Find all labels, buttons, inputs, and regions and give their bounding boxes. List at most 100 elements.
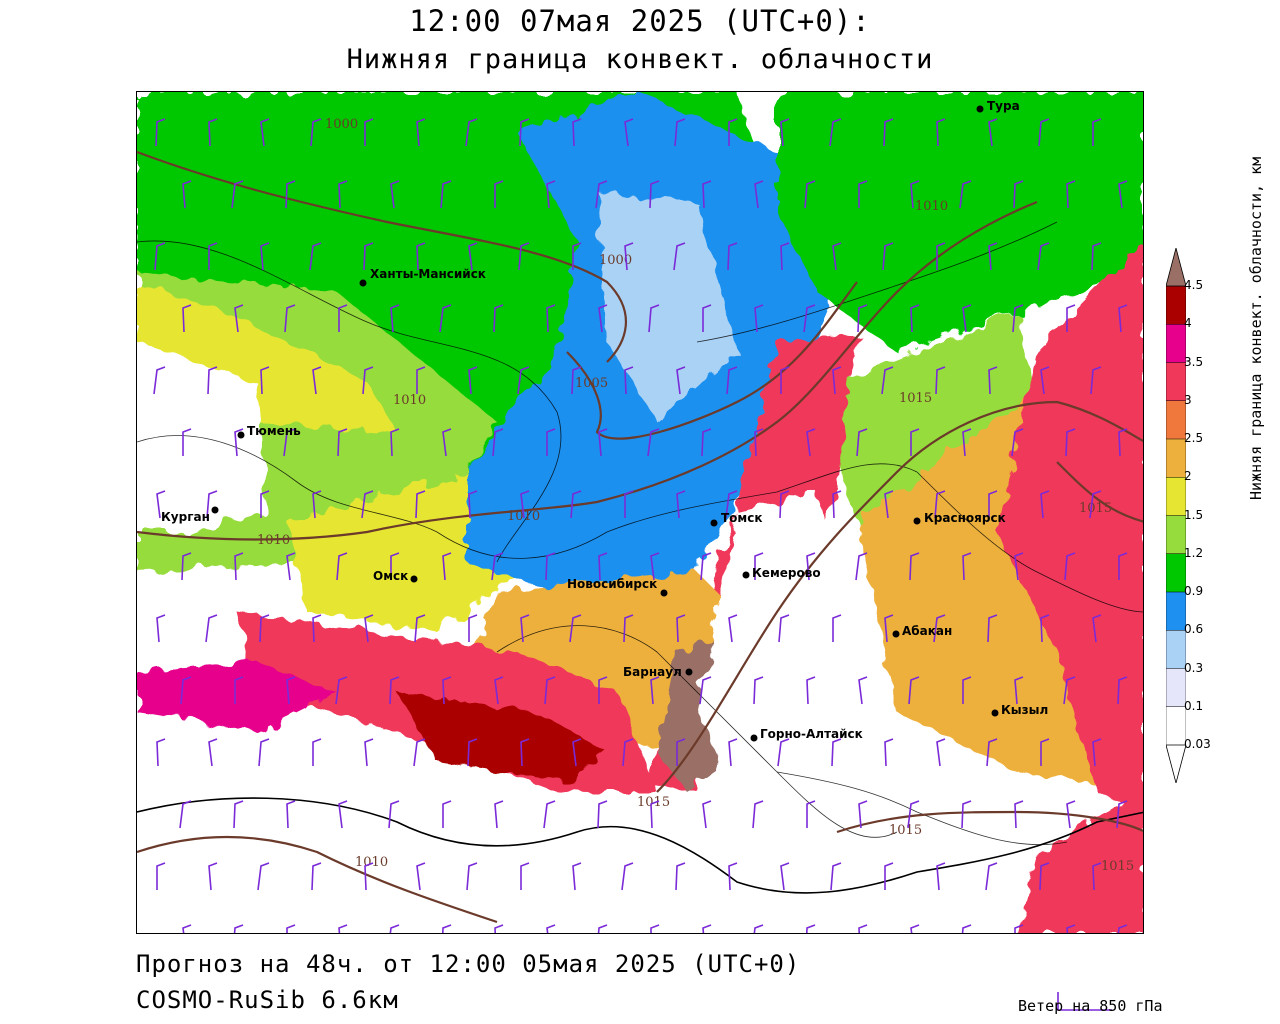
wind-barb (884, 862, 894, 890)
wind-barb (338, 304, 348, 332)
wind-barb (1063, 676, 1076, 705)
cloud-base-field (137, 92, 1143, 933)
colorbar-tick: 1.5 (1184, 507, 1204, 522)
wind-barb (884, 614, 894, 643)
wind-barb (338, 800, 348, 829)
wind-barb (1065, 428, 1076, 457)
wind-barb (831, 738, 842, 767)
wind-barb (754, 428, 764, 457)
wind-barb (676, 490, 686, 519)
zone-red-se (1017, 793, 1143, 933)
wind-barb (260, 490, 270, 518)
wind-barb (571, 366, 582, 395)
wind-barb (389, 676, 400, 705)
wind-legend-icon (1057, 992, 1112, 1011)
isobar-label: 1010 (355, 855, 388, 870)
wind-barb (572, 738, 582, 767)
colorbar-tick: 4 (1184, 316, 1192, 331)
city-marker (410, 575, 418, 583)
city-marker (211, 506, 219, 514)
wind-barb (702, 180, 712, 209)
city-label: Тюмень (247, 424, 301, 438)
wind-barb (468, 242, 478, 271)
wind-barb (208, 118, 218, 147)
wind-barb (572, 118, 582, 147)
wind-barb (702, 304, 712, 332)
wind-barb (1064, 552, 1076, 581)
forecast-map[interactable]: 1000 1000 1005 1010 1010 1010 1010 1015 … (136, 91, 1144, 934)
wind-barb (986, 738, 998, 767)
wind-barb (1066, 800, 1076, 829)
wind-barb (494, 800, 504, 829)
wind-barb (959, 180, 972, 209)
zone-white-sibkray (697, 492, 857, 792)
wind-barb (1092, 614, 1102, 643)
wind-barb (624, 118, 634, 147)
wind-barb (1090, 366, 1102, 395)
wind-barb (260, 118, 270, 147)
wind-barb (205, 614, 218, 643)
map-title: 12:00 07мая 2025 (UTC+0): (409, 4, 871, 38)
wind-barb (546, 304, 556, 333)
wind-barb (676, 366, 686, 395)
isobar-label: 1015 (1101, 859, 1134, 874)
wind-barb (494, 180, 504, 208)
wind-barb (520, 738, 530, 767)
wind-barb (154, 242, 166, 271)
colorbar-top-arrow (1166, 248, 1186, 287)
wind-barb (543, 800, 556, 829)
wind-barb (206, 490, 218, 519)
colorbar-segment (1166, 400, 1186, 440)
wind-barb (520, 862, 530, 890)
colorbar-segment (1166, 515, 1186, 555)
wind-barb (260, 242, 270, 271)
wind-barb (598, 552, 608, 581)
region-borders (137, 221, 1143, 845)
wind-barb (726, 366, 738, 395)
colorbar-segment (1166, 438, 1186, 478)
wind-barb (390, 304, 400, 333)
city-abakan: Абакан (892, 624, 952, 638)
region-border (496, 625, 898, 838)
isobar (137, 200, 1038, 541)
wind-barb (910, 304, 920, 333)
colorbar-segment (1166, 285, 1186, 325)
city-label: Томск (721, 511, 763, 525)
wind-barb (1012, 304, 1024, 333)
wind-barb (598, 304, 608, 333)
wind-barb (908, 676, 920, 705)
colorbar-tick: 0.6 (1184, 622, 1204, 637)
wind-barb (1014, 924, 1024, 933)
wind-barb (728, 862, 738, 891)
wind-barb (1066, 924, 1076, 933)
colorbar-segment (1166, 591, 1186, 631)
wind-barb (389, 924, 400, 933)
colorbar-tick: 0.3 (1184, 660, 1204, 675)
wind-barb (1118, 428, 1128, 457)
wind-barb (806, 800, 816, 828)
wind-barb (1014, 800, 1024, 829)
wind-barb (467, 738, 478, 767)
city-tyumen: Тюмень (237, 424, 301, 439)
wind-barb (858, 924, 868, 933)
wind-barb (258, 738, 270, 767)
colorbar-tick: 2 (1184, 469, 1192, 484)
colorbar-segment (1166, 706, 1186, 746)
wind-barb (881, 366, 894, 395)
cities: Тура Ханты-Мансийск Тюмень Курган Омск Н… (161, 99, 1048, 742)
wind-barb (416, 118, 426, 147)
wind-barb (754, 180, 764, 209)
wind-barb (988, 242, 998, 271)
wind-barb (673, 242, 686, 271)
wind-barb (390, 428, 400, 457)
wind-barb (416, 366, 426, 394)
wind-barbs (153, 118, 1128, 933)
wind-barb (442, 552, 452, 581)
wind-barb (621, 862, 634, 891)
wind-barb (936, 118, 946, 147)
colorbar (1166, 248, 1186, 783)
wind-barb (778, 614, 790, 643)
model-info: COSMO-RuSib 6.6км (136, 986, 399, 1014)
city-marker (660, 589, 668, 597)
isobar (1056, 461, 1143, 523)
